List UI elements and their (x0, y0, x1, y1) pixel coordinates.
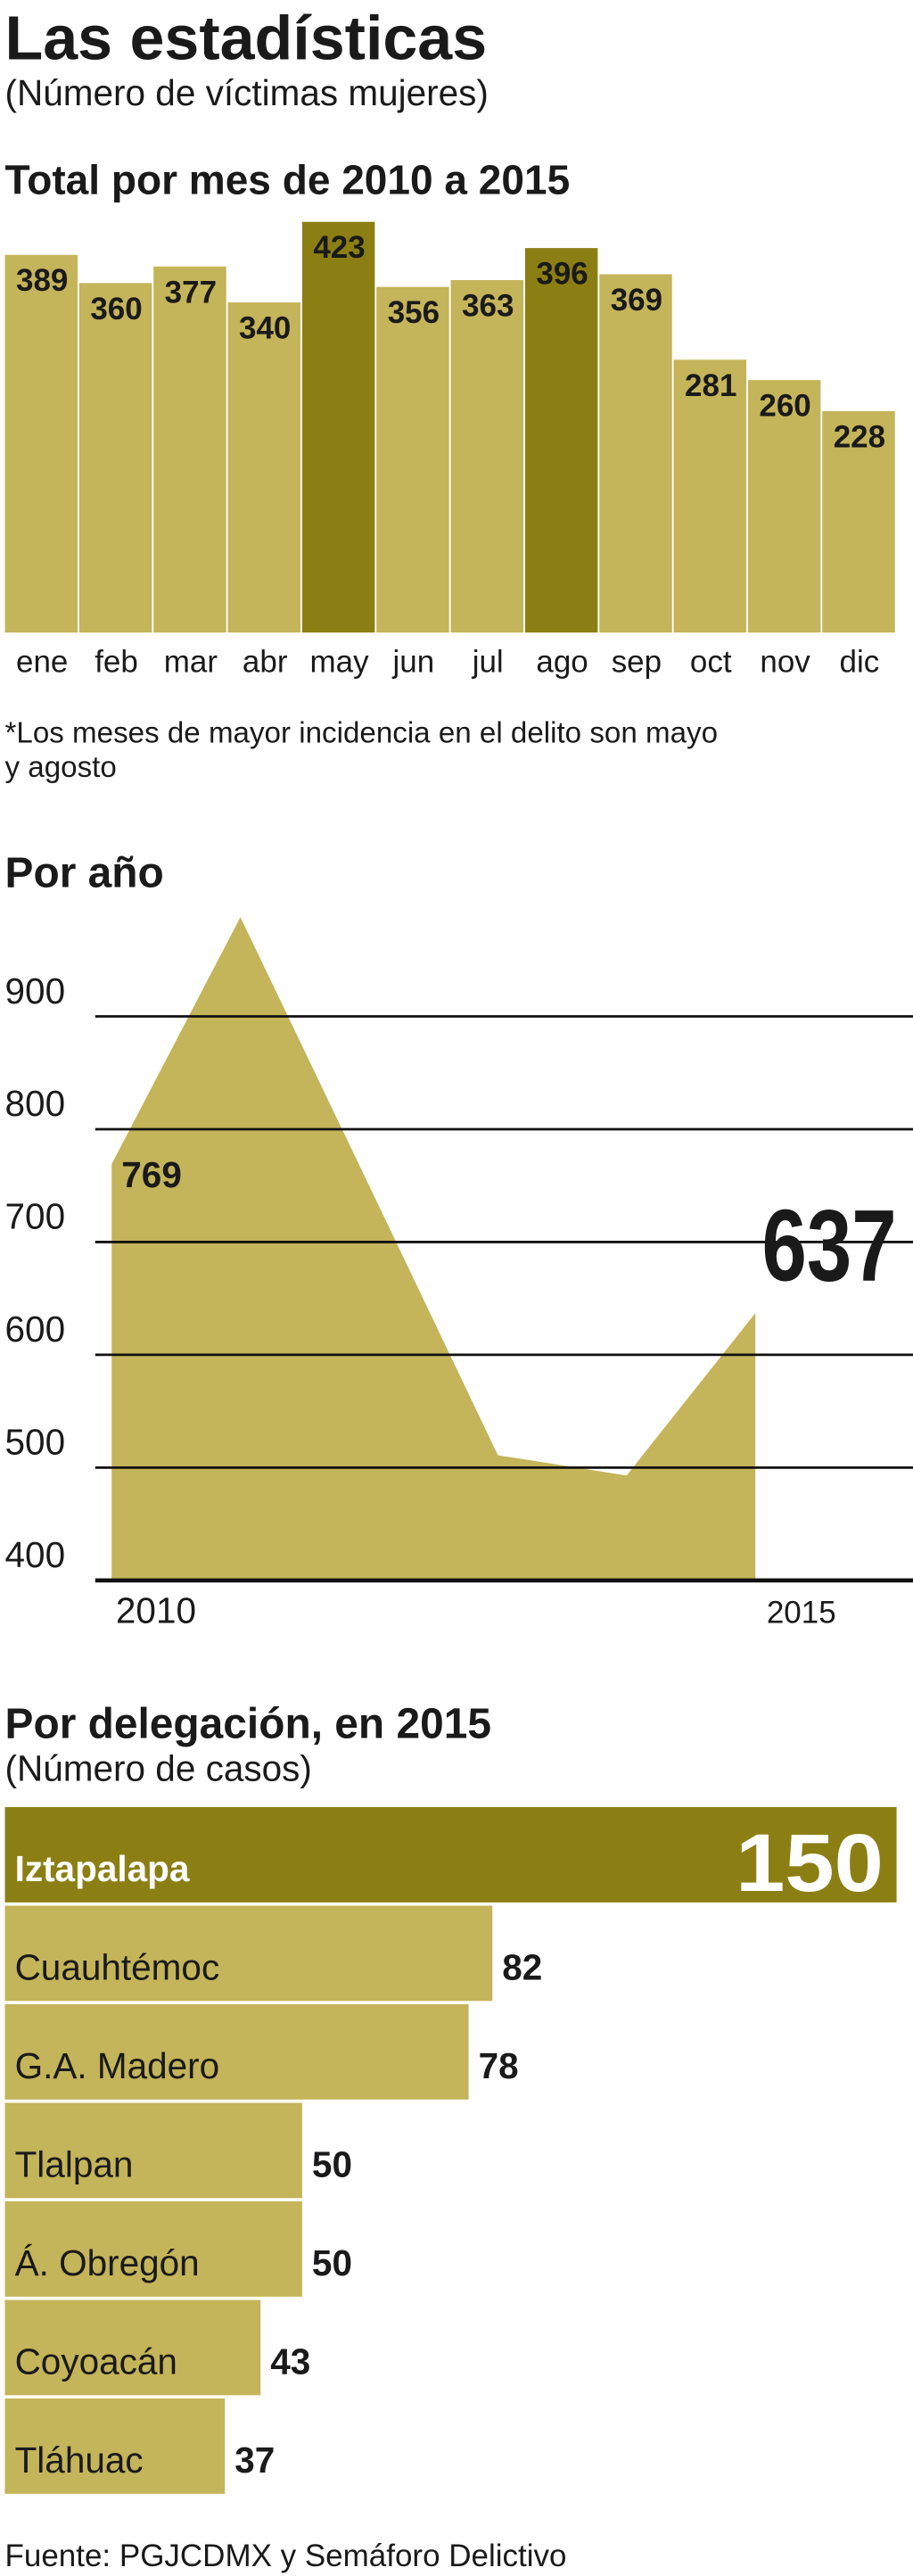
value-label: 340 (239, 311, 291, 346)
bar (599, 274, 672, 633)
x-tick-label: 2015 (767, 1596, 836, 1631)
note: *Los meses de mayor incidencia en el del… (5, 717, 719, 750)
bar (747, 380, 821, 633)
bar-label: Tláhuac (15, 2440, 144, 2481)
value-label: 377 (165, 275, 217, 310)
bar-label: Tlalpan (15, 2143, 134, 2184)
bar (4, 2299, 261, 2396)
x-tick-label: oct (690, 644, 732, 679)
bar (153, 266, 226, 633)
y-tick-label: 700 (5, 1196, 66, 1237)
chart-title: Por delegación, en 2015 (5, 1701, 491, 1748)
chart-title: Por año (5, 850, 164, 897)
bar (4, 254, 78, 633)
bar (301, 221, 375, 633)
bar (227, 302, 301, 633)
x-tick-label: dic (840, 644, 880, 679)
x-tick-label: abr (243, 644, 288, 679)
chart-subtitle: (Número de casos) (5, 1748, 312, 1789)
bar (4, 2003, 469, 2100)
bar (4, 2201, 302, 2297)
x-tick-label: 2010 (116, 1590, 196, 1631)
value-label: 37 (234, 2440, 275, 2481)
bar (673, 359, 747, 633)
value-label: 150 (736, 1817, 884, 1909)
value-label: 228 (834, 419, 885, 454)
value-label: 396 (536, 257, 588, 292)
x-tick-label: sep (612, 644, 662, 679)
bar-label: G.A. Madero (15, 2045, 220, 2086)
bar (4, 1905, 493, 2002)
x-tick-label: jul (472, 644, 504, 679)
bar (450, 280, 524, 633)
bar-label: Coyoacán (15, 2341, 177, 2382)
bar (78, 283, 152, 633)
value-label: 281 (685, 368, 736, 403)
x-tick-label: ago (536, 644, 588, 679)
value-label: 360 (90, 292, 142, 326)
chart-title: Total por mes de 2010 a 2015 (5, 156, 571, 202)
value-label: 637 (762, 1189, 897, 1302)
value-label: 78 (479, 2045, 519, 2086)
bar (4, 1806, 897, 1903)
bar-label: Iztapalapa (15, 1848, 190, 1889)
area (111, 917, 756, 1581)
y-tick-label: 800 (5, 1083, 66, 1124)
value-label: 260 (759, 389, 810, 424)
x-tick-label: mar (164, 644, 218, 679)
bar (376, 286, 449, 633)
x-tick-label: ene (16, 644, 68, 679)
value-label: 356 (388, 295, 440, 330)
bar (822, 410, 895, 633)
value-label: 769 (121, 1154, 182, 1195)
source: Fuente: PGJCDMX y Semáforo Delictivo (5, 2539, 567, 2573)
x-tick-label: jun (392, 644, 435, 679)
x-tick-label: feb (95, 644, 138, 679)
bar-label: Á. Obregón (15, 2242, 200, 2283)
bar-label: Cuauhtémoc (15, 1946, 220, 1987)
y-tick-label: 600 (5, 1309, 66, 1350)
y-tick-label: 400 (5, 1534, 66, 1575)
bar (524, 248, 598, 633)
value-label: 43 (270, 2341, 310, 2382)
value-label: 423 (313, 230, 365, 265)
note: y agosto (5, 751, 117, 784)
value-label: 82 (502, 1946, 542, 1987)
value-label: 389 (16, 263, 68, 298)
x-tick-label: may (309, 644, 369, 679)
y-tick-label: 900 (5, 970, 66, 1011)
x-tick-label: nov (760, 644, 810, 679)
value-label: 363 (462, 289, 514, 324)
subtitle: (Número de víctimas mujeres) (5, 72, 489, 113)
title: Las estadísticas (5, 3, 488, 72)
bar (4, 2398, 226, 2494)
bar (4, 2102, 302, 2199)
value-label: 50 (312, 2143, 352, 2184)
y-tick-label: 500 (5, 1422, 66, 1463)
value-label: 50 (312, 2242, 352, 2283)
value-label: 369 (611, 283, 662, 318)
